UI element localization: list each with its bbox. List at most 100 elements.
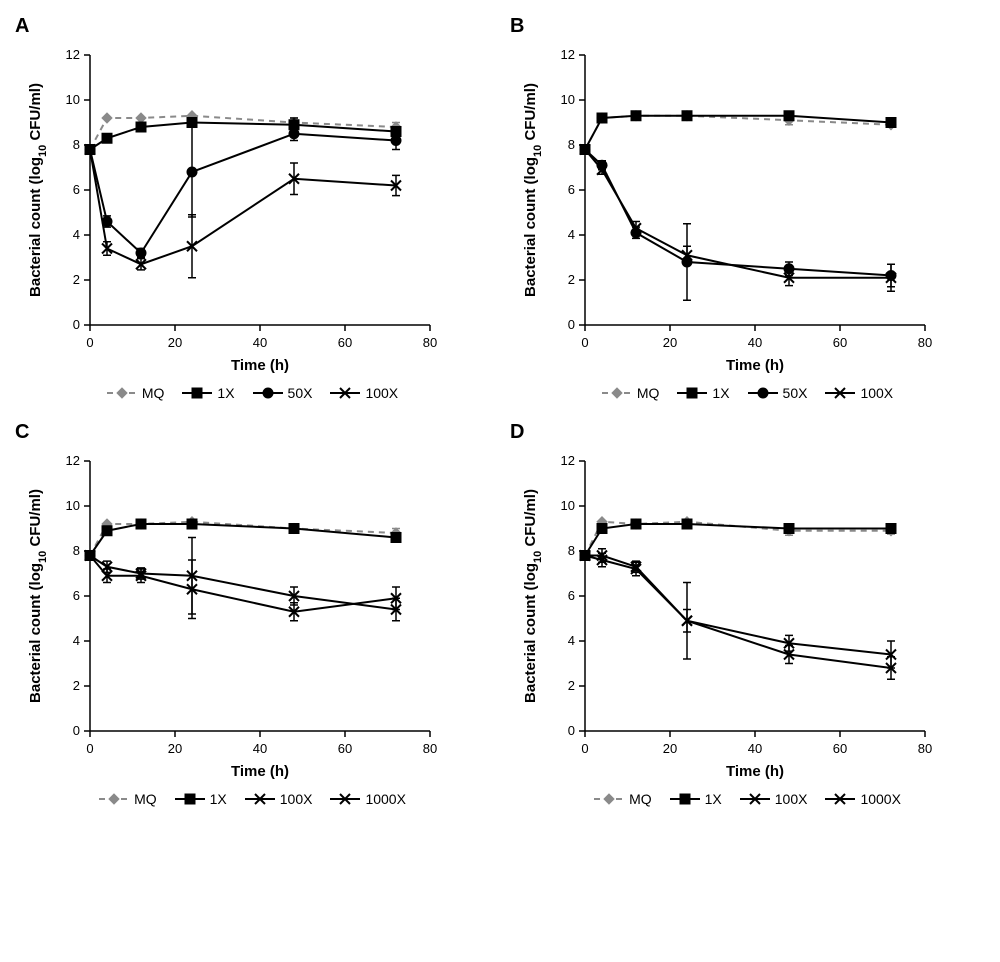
legend-label: MQ [142, 385, 165, 401]
legend: MQ1X100X1000X [20, 791, 485, 807]
svg-text:4: 4 [568, 227, 575, 242]
svg-text:80: 80 [918, 741, 932, 756]
svg-text:12: 12 [66, 453, 80, 468]
svg-text:80: 80 [423, 741, 437, 756]
legend-label: 100X [365, 385, 398, 401]
svg-text:8: 8 [568, 137, 575, 152]
svg-text:10: 10 [561, 92, 575, 107]
panel-label: A [15, 15, 29, 38]
legend-item-50X: 50X [253, 385, 313, 401]
legend-label: 1X [210, 791, 227, 807]
legend: MQ 1X 100X 1000X [515, 791, 980, 807]
legend-marker-1X [670, 791, 700, 807]
svg-text:Time (h): Time (h) [726, 763, 784, 780]
svg-text:4: 4 [568, 633, 575, 648]
legend-label: 1000X [365, 791, 405, 807]
svg-text:Bacterial count (log10 CFU/ml): Bacterial count (log10 CFU/ml) [522, 489, 544, 703]
legend-label: 1X [705, 791, 722, 807]
panel-A: A020406080024681012Time (h)Bacterial cou… [20, 25, 485, 401]
legend-item-MQ: MQ [594, 791, 652, 807]
legend-marker-100X [330, 385, 360, 401]
panel-label: C [15, 421, 29, 444]
panel-B: B020406080024681012Time (h)Bacterial cou… [515, 25, 980, 401]
svg-text:2: 2 [73, 678, 80, 693]
legend-label: 1X [712, 385, 729, 401]
legend-marker-100X [740, 791, 770, 807]
legend-marker-1X [175, 791, 205, 807]
svg-text:0: 0 [73, 317, 80, 332]
svg-text:0: 0 [86, 335, 93, 350]
svg-text:60: 60 [338, 741, 352, 756]
svg-text:0: 0 [568, 723, 575, 738]
svg-text:60: 60 [833, 741, 847, 756]
svg-text:40: 40 [253, 335, 267, 350]
panel-label: B [510, 15, 524, 38]
legend-item-100X: 100X [330, 385, 398, 401]
panel-label: D [510, 421, 524, 444]
svg-text:60: 60 [833, 335, 847, 350]
legend: MQ 1X 50X 100X [515, 385, 980, 401]
svg-text:6: 6 [568, 182, 575, 197]
legend-item-1000X: 1000X [330, 791, 405, 807]
svg-text:40: 40 [748, 335, 762, 350]
svg-text:6: 6 [73, 588, 80, 603]
chart-C: 020406080024681012Time (h)Bacterial coun… [20, 451, 440, 781]
svg-text:12: 12 [66, 47, 80, 62]
svg-text:40: 40 [748, 741, 762, 756]
legend-marker-MQ [107, 385, 137, 401]
legend-marker-100X [245, 791, 275, 807]
legend-label: 50X [288, 385, 313, 401]
legend-item-100X: 100X [825, 385, 893, 401]
svg-text:4: 4 [73, 633, 80, 648]
legend-marker-50X [253, 385, 283, 401]
svg-text:20: 20 [663, 335, 677, 350]
legend-label: 50X [783, 385, 808, 401]
legend-item-MQ: MQ [99, 791, 157, 807]
svg-text:2: 2 [568, 678, 575, 693]
svg-text:Bacterial count (log10 CFU/ml): Bacterial count (log10 CFU/ml) [27, 489, 49, 703]
svg-text:0: 0 [581, 335, 588, 350]
svg-text:Time (h): Time (h) [231, 763, 289, 780]
legend-label: 100X [860, 385, 893, 401]
svg-text:8: 8 [73, 543, 80, 558]
svg-text:2: 2 [568, 272, 575, 287]
legend-item-50X: 50X [748, 385, 808, 401]
legend-item-1X: 1X [677, 385, 729, 401]
legend-item-1X: 1X [175, 791, 227, 807]
svg-text:8: 8 [73, 137, 80, 152]
legend-label: MQ [637, 385, 660, 401]
svg-text:Bacterial count (log10 CFU/ml): Bacterial count (log10 CFU/ml) [27, 83, 49, 297]
svg-text:6: 6 [568, 588, 575, 603]
chart-D: 0 20 40 60 80 0 2 4 6 8 10 12 Time (h) Bacterial coun… [515, 451, 935, 781]
svg-text:12: 12 [561, 453, 575, 468]
legend-marker-1000X [825, 791, 855, 807]
legend-marker-50X [748, 385, 778, 401]
legend-marker-MQ [602, 385, 632, 401]
legend-marker-1X [182, 385, 212, 401]
legend-marker-1X [677, 385, 707, 401]
svg-text:8: 8 [568, 543, 575, 558]
svg-text:20: 20 [663, 741, 677, 756]
legend-marker-MQ [594, 791, 624, 807]
svg-text:20: 20 [168, 741, 182, 756]
svg-text:40: 40 [253, 741, 267, 756]
svg-text:Bacterial count (log10 CFU/ml): Bacterial count (log10 CFU/ml) [522, 83, 544, 297]
chart-A: 020406080024681012Time (h)Bacterial coun… [20, 45, 440, 375]
panel-grid: A020406080024681012Time (h)Bacterial cou… [20, 25, 980, 807]
svg-text:Time (h): Time (h) [726, 357, 784, 374]
legend-item-100X: 100X [740, 791, 808, 807]
legend-item-1000X: 1000X [825, 791, 900, 807]
legend-item-MQ: MQ [107, 385, 165, 401]
svg-text:0: 0 [581, 741, 588, 756]
svg-text:60: 60 [338, 335, 352, 350]
svg-text:10: 10 [561, 498, 575, 513]
svg-text:80: 80 [423, 335, 437, 350]
svg-text:4: 4 [73, 227, 80, 242]
svg-text:20: 20 [168, 335, 182, 350]
legend: MQ 1X 50X 100X [20, 385, 485, 401]
legend-item-1X: 1X [182, 385, 234, 401]
legend-label: MQ [629, 791, 652, 807]
svg-text:6: 6 [73, 182, 80, 197]
legend-item-1X: 1X [670, 791, 722, 807]
legend-marker-MQ [99, 791, 129, 807]
